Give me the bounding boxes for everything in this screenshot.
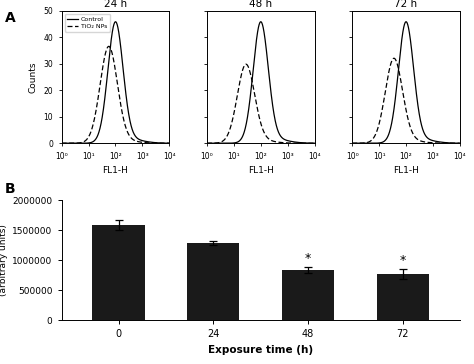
X-axis label: FL1-H: FL1-H: [248, 166, 273, 175]
Legend: Control, TiO₂ NPs: Control, TiO₂ NPs: [65, 14, 110, 32]
Bar: [377, 274, 429, 320]
Text: A: A: [5, 11, 16, 25]
Y-axis label: Counts: Counts: [29, 61, 38, 93]
X-axis label: Exposure time (h): Exposure time (h): [208, 345, 313, 355]
X-axis label: FL1-H: FL1-H: [102, 166, 128, 175]
Title: 48 h: 48 h: [249, 0, 272, 9]
Bar: [92, 225, 145, 320]
Y-axis label: Intensity of fluorescence
(arbitrary units): Intensity of fluorescence (arbitrary uni…: [0, 204, 8, 316]
X-axis label: FL1-H: FL1-H: [393, 166, 419, 175]
Title: 24 h: 24 h: [104, 0, 127, 9]
Bar: [187, 244, 239, 320]
Text: *: *: [305, 252, 311, 265]
Bar: [282, 270, 334, 320]
Text: B: B: [5, 182, 15, 196]
Title: 72 h: 72 h: [394, 0, 418, 9]
Text: *: *: [400, 254, 406, 268]
